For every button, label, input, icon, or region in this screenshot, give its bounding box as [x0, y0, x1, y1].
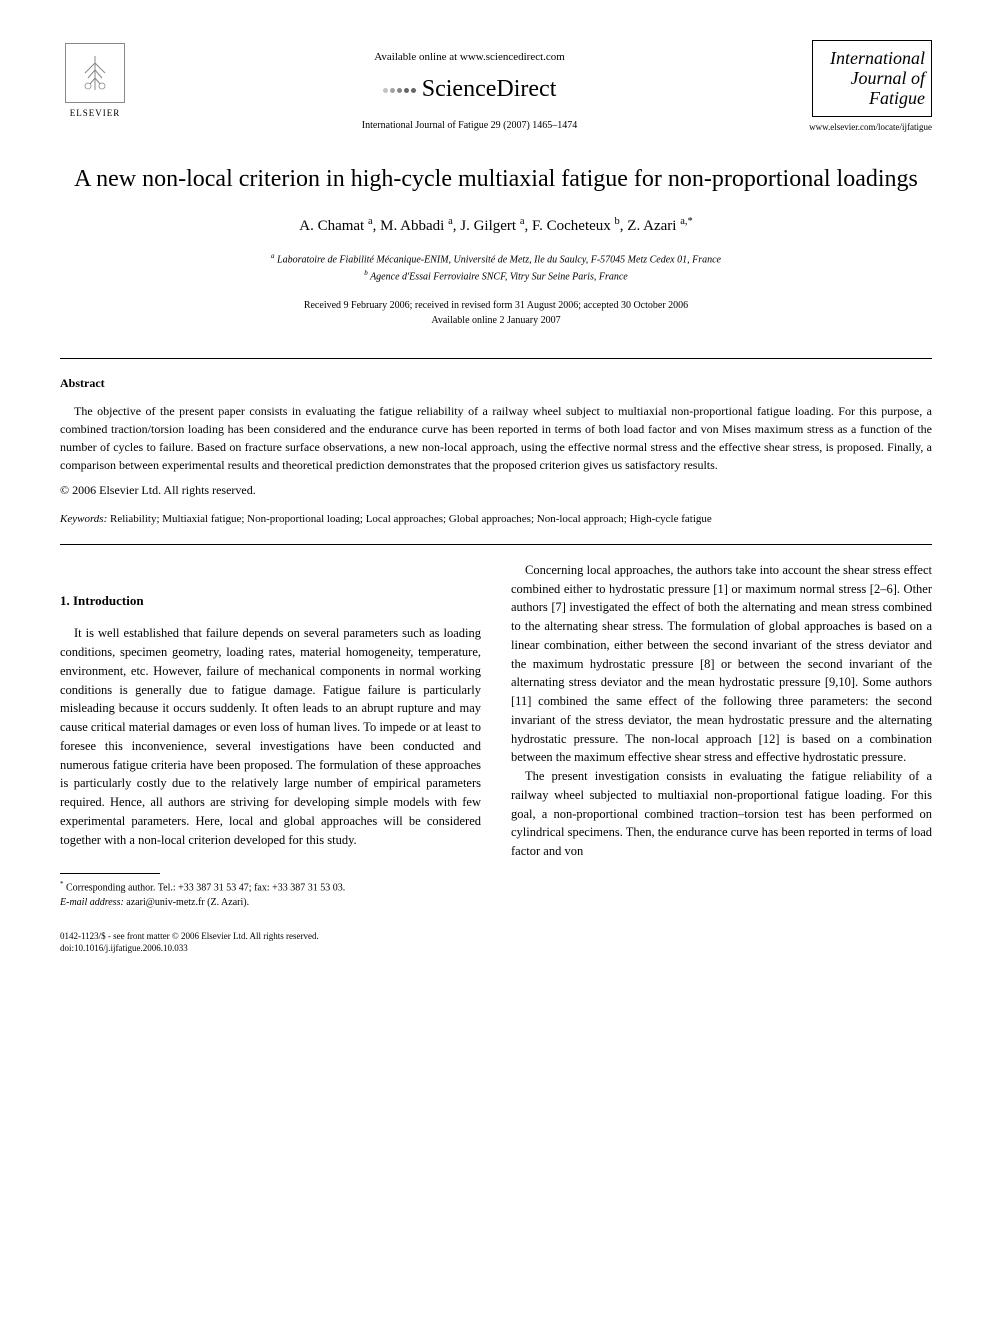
received-date: Received 9 February 2006; received in re…	[60, 298, 932, 313]
intro-para-1: It is well established that failure depe…	[60, 624, 481, 849]
doi-block: 0142-1123/$ - see front matter © 2006 El…	[60, 930, 481, 955]
affiliation-a: a Laboratoire de Fiabilité Mécanique-ENI…	[60, 251, 932, 267]
footnote-divider	[60, 873, 160, 874]
sciencedirect-text: ScienceDirect	[422, 73, 557, 107]
divider-bottom	[60, 544, 932, 545]
journal-url: www.elsevier.com/locate/ijfatigue	[809, 121, 932, 134]
section-1-heading: 1. Introduction	[60, 591, 481, 611]
keywords-line: Keywords: Reliability; Multiaxial fatigu…	[60, 512, 932, 527]
email-address[interactable]: azari@univ-metz.fr	[126, 897, 204, 908]
journal-logo-line1: International	[819, 49, 925, 69]
intro-para-2: Concerning local approaches, the authors…	[511, 561, 932, 767]
divider-top	[60, 358, 932, 359]
authors-line: A. Chamat a, M. Abbadi a, J. Gilgert a, …	[60, 215, 932, 237]
abstract-heading: Abstract	[60, 375, 932, 392]
header-row: ELSEVIER Available online at www.science…	[60, 40, 932, 134]
email-label: E-mail address:	[60, 897, 124, 908]
sciencedirect-icon	[383, 88, 416, 93]
elsevier-tree-icon	[65, 43, 125, 103]
online-date: Available online 2 January 2007	[60, 313, 932, 328]
journal-logo-line3: Fatigue	[819, 89, 925, 109]
elsevier-logo: ELSEVIER	[60, 40, 130, 120]
abstract-copyright: © 2006 Elsevier Ltd. All rights reserved…	[60, 482, 932, 499]
sciencedirect-logo: ScienceDirect	[130, 73, 809, 107]
journal-logo: International Journal of Fatigue	[812, 40, 932, 117]
doi-line: doi:10.1016/j.ijfatigue.2006.10.033	[60, 942, 481, 955]
elsevier-label: ELSEVIER	[70, 107, 121, 120]
front-matter-line: 0142-1123/$ - see front matter © 2006 El…	[60, 930, 481, 943]
keywords-label: Keywords:	[60, 513, 107, 525]
intro-para-3: The present investigation consists in ev…	[511, 767, 932, 861]
corresponding-text: Corresponding author. Tel.: +33 387 31 5…	[66, 883, 345, 894]
email-person: (Z. Azari).	[207, 897, 249, 908]
journal-logo-column: International Journal of Fatigue www.els…	[809, 40, 932, 134]
affiliation-b: b Agence d'Essai Ferroviaire SNCF, Vitry…	[60, 268, 932, 284]
journal-logo-line2: Journal of	[819, 69, 925, 89]
affiliations: a Laboratoire de Fiabilité Mécanique-ENI…	[60, 251, 932, 284]
corresponding-author-footnote: * Corresponding author. Tel.: +33 387 31…	[60, 880, 481, 909]
keywords-text: Reliability; Multiaxial fatigue; Non-pro…	[110, 513, 712, 525]
body-columns: 1. Introduction It is well established t…	[60, 561, 932, 955]
journal-reference: International Journal of Fatigue 29 (200…	[130, 119, 809, 133]
abstract-text: The objective of the present paper consi…	[60, 402, 932, 474]
available-online-text: Available online at www.sciencedirect.co…	[130, 50, 809, 65]
center-header: Available online at www.sciencedirect.co…	[130, 40, 809, 133]
paper-title: A new non-local criterion in high-cycle …	[60, 164, 932, 195]
publication-dates: Received 9 February 2006; received in re…	[60, 298, 932, 328]
